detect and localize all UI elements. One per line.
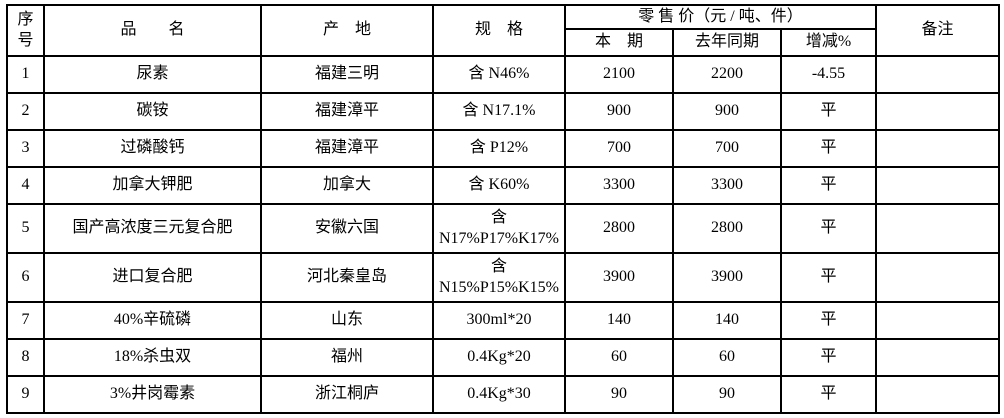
cell-last-year-price: 700: [672, 129, 782, 168]
cell-product-name: 18%杀虫双: [43, 338, 262, 377]
cell-remark: [875, 203, 1000, 254]
cell-last-year-price: 60: [672, 338, 782, 377]
cell-serial: 4: [6, 166, 45, 205]
header-spec: 规 格: [432, 4, 566, 57]
cell-remark: [875, 338, 1000, 377]
cell-change-percent: 平: [780, 301, 877, 340]
cell-origin: 浙江桐庐: [260, 375, 434, 414]
cell-serial: 5: [6, 203, 45, 254]
cell-serial: 6: [6, 252, 45, 303]
cell-product-name: 碳铵: [43, 92, 262, 131]
cell-last-year-price: 900: [672, 92, 782, 131]
table-row: 3 过磷酸钙 福建漳平 含 P12% 700 700 平: [6, 129, 1000, 168]
cell-spec: 300ml*20: [432, 301, 566, 340]
header-product-name: 品 名: [43, 4, 262, 57]
cell-product-name: 国产高浓度三元复合肥: [43, 203, 262, 254]
table-row: 6 进口复合肥 河北秦皇岛 含 N15%P15%K15% 3900 3900 平: [6, 252, 1000, 303]
cell-last-year-price: 3300: [672, 166, 782, 205]
cell-current-price: 140: [564, 301, 674, 340]
cell-last-year-price: 2200: [672, 55, 782, 94]
header-remark: 备注: [875, 4, 1000, 57]
cell-change-percent: 平: [780, 338, 877, 377]
cell-product-name: 尿素: [43, 55, 262, 94]
cell-product-name: 进口复合肥: [43, 252, 262, 303]
cell-serial: 3: [6, 129, 45, 168]
cell-spec: 含 K60%: [432, 166, 566, 205]
cell-origin: 福建漳平: [260, 129, 434, 168]
cell-last-year-price: 140: [672, 301, 782, 340]
cell-last-year-price: 3900: [672, 252, 782, 303]
cell-serial: 9: [6, 375, 45, 414]
cell-current-price: 3300: [564, 166, 674, 205]
document-page: 序 号 品 名 产 地 规 格 零 售 价（元 / 吨、件） 备注 本 期 去年…: [0, 4, 1004, 418]
cell-change-percent: 平: [780, 252, 877, 303]
cell-product-name: 3%井岗霉素: [43, 375, 262, 414]
cell-spec: 含 N15%P15%K15%: [432, 252, 566, 303]
table-row: 5 国产高浓度三元复合肥 安徽六国 含 N17%P17%K17% 2800 28…: [6, 203, 1000, 254]
cell-current-price: 2100: [564, 55, 674, 94]
header-serial: 序 号: [6, 4, 45, 57]
cell-remark: [875, 55, 1000, 94]
cell-spec: 0.4Kg*20: [432, 338, 566, 377]
cell-change-percent: 平: [780, 203, 877, 254]
cell-spec: 0.4Kg*30: [432, 375, 566, 414]
cell-change-percent: 平: [780, 129, 877, 168]
table-row: 1 尿素 福建三明 含 N46% 2100 2200 -4.55: [6, 55, 1000, 94]
cell-change-percent: -4.55: [780, 55, 877, 94]
cell-change-percent: 平: [780, 166, 877, 205]
cell-current-price: 60: [564, 338, 674, 377]
header-last-year-period: 去年同期: [672, 28, 782, 57]
cell-remark: [875, 301, 1000, 340]
cell-serial: 7: [6, 301, 45, 340]
cell-spec: 含 N17.1%: [432, 92, 566, 131]
cell-origin: 河北秦皇岛: [260, 252, 434, 303]
cell-origin: 安徽六国: [260, 203, 434, 254]
cell-current-price: 90: [564, 375, 674, 414]
cell-product-name: 过磷酸钙: [43, 129, 262, 168]
retail-price-table: 序 号 品 名 产 地 规 格 零 售 价（元 / 吨、件） 备注 本 期 去年…: [6, 4, 1000, 414]
cell-origin: 山东: [260, 301, 434, 340]
cell-serial: 8: [6, 338, 45, 377]
table-row: 8 18%杀虫双 福州 0.4Kg*20 60 60 平: [6, 338, 1000, 377]
cell-last-year-price: 90: [672, 375, 782, 414]
table-row: 9 3%井岗霉素 浙江桐庐 0.4Kg*30 90 90 平: [6, 375, 1000, 414]
header-origin: 产 地: [260, 4, 434, 57]
cell-serial: 1: [6, 55, 45, 94]
cell-remark: [875, 92, 1000, 131]
table-row: 4 加拿大钾肥 加拿大 含 K60% 3300 3300 平: [6, 166, 1000, 205]
header-change-percent: 增减%: [780, 28, 877, 57]
cell-current-price: 3900: [564, 252, 674, 303]
cell-current-price: 700: [564, 129, 674, 168]
header-current-period: 本 期: [564, 28, 674, 57]
cell-change-percent: 平: [780, 375, 877, 414]
cell-spec: 含 P12%: [432, 129, 566, 168]
cell-last-year-price: 2800: [672, 203, 782, 254]
cell-spec: 含 N17%P17%K17%: [432, 203, 566, 254]
cell-current-price: 900: [564, 92, 674, 131]
cell-origin: 福建三明: [260, 55, 434, 94]
cell-origin: 福州: [260, 338, 434, 377]
cell-remark: [875, 252, 1000, 303]
cell-origin: 加拿大: [260, 166, 434, 205]
header-retail-price-group: 零 售 价（元 / 吨、件）: [564, 4, 877, 30]
cell-remark: [875, 166, 1000, 205]
cell-remark: [875, 129, 1000, 168]
table-row: 7 40%辛硫磷 山东 300ml*20 140 140 平: [6, 301, 1000, 340]
cell-current-price: 2800: [564, 203, 674, 254]
header-row-top: 序 号 品 名 产 地 规 格 零 售 价（元 / 吨、件） 备注: [6, 4, 1000, 57]
cell-product-name: 40%辛硫磷: [43, 301, 262, 340]
cell-origin: 福建漳平: [260, 92, 434, 131]
cell-serial: 2: [6, 92, 45, 131]
cell-product-name: 加拿大钾肥: [43, 166, 262, 205]
cell-remark: [875, 375, 1000, 414]
header-row-sub: 本 期 去年同期 增减%: [7, 28, 999, 57]
table-row: 2 碳铵 福建漳平 含 N17.1% 900 900 平: [6, 92, 1000, 131]
cell-change-percent: 平: [780, 92, 877, 131]
cell-spec: 含 N46%: [432, 55, 566, 94]
